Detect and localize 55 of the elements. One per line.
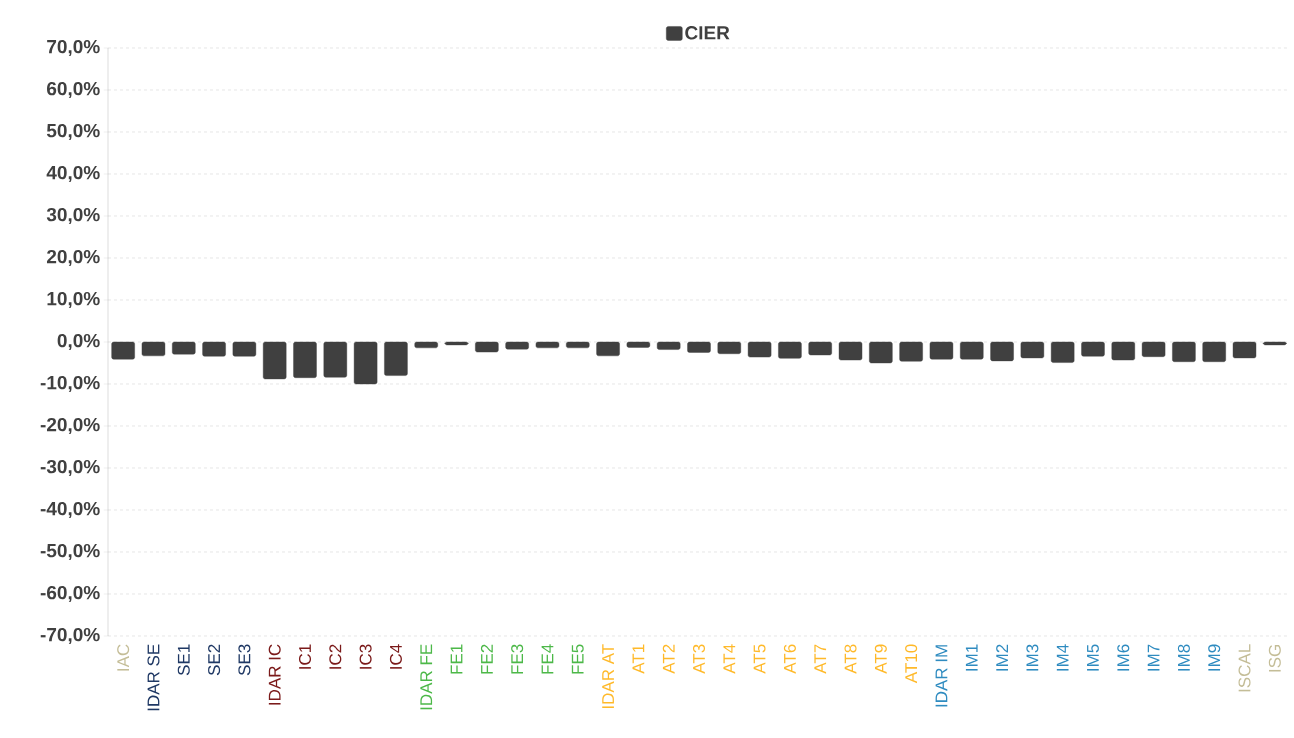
- y-tick-label: -70,0%: [40, 627, 100, 645]
- y-tick-label: -30,0%: [40, 459, 100, 477]
- y-tick-label: 60,0%: [47, 81, 100, 99]
- x-tick-label: IDAR IM: [935, 645, 948, 707]
- x-tick-label: AT5: [753, 644, 766, 674]
- x-tick-label: AT2: [662, 644, 675, 674]
- x-tick-label: FE2: [480, 644, 493, 674]
- x-tick-label: FE5: [571, 644, 584, 674]
- x-tick-label: AT6: [783, 644, 796, 674]
- x-tick-label: IDAR SE: [147, 644, 160, 711]
- y-tick-label: -40,0%: [40, 501, 100, 519]
- x-tick-label: IM8: [1177, 644, 1190, 671]
- y-tick-label: 70,0%: [47, 39, 100, 57]
- x-tick-label: AT8: [844, 644, 857, 674]
- y-tick-label: -50,0%: [40, 543, 100, 561]
- x-tick-label: IM4: [1056, 644, 1069, 671]
- y-tick-label: 10,0%: [47, 291, 100, 309]
- x-tick-label: SE3: [238, 644, 251, 676]
- x-tick-label: IM2: [996, 644, 1008, 671]
- x-tick-label: AT1: [632, 644, 645, 674]
- x-tick-label: IM7: [1147, 644, 1160, 671]
- x-tick-label: SE2: [208, 644, 221, 676]
- x-tick-label: IM1: [965, 644, 978, 671]
- x-tick-label: IM9: [1208, 644, 1221, 671]
- x-tick-label: AT7: [814, 644, 827, 674]
- legend-label: CIER: [685, 26, 730, 40]
- x-tick-label: ISCAL: [1238, 644, 1251, 692]
- x-tick-label: IC4: [389, 644, 402, 669]
- x-tick-label: IDAR AT: [602, 644, 614, 709]
- x-tick-label: IM6: [1117, 644, 1130, 671]
- x-tick-label: ISG: [1268, 645, 1281, 672]
- x-tick-label: FE1: [450, 644, 463, 674]
- x-tick-label: AT10: [905, 644, 918, 684]
- x-tick-label: IC3: [359, 644, 372, 669]
- x-tick-label: IM3: [1026, 644, 1039, 671]
- y-tick-label: -10,0%: [40, 375, 100, 393]
- x-tick-label: FE3: [511, 644, 524, 674]
- x-tick-label: IDAR FE: [420, 644, 433, 710]
- x-tick-label: AT3: [692, 644, 706, 674]
- y-tick-label: 20,0%: [46, 249, 100, 267]
- x-tick-label: IC2: [329, 644, 342, 669]
- y-tick-label: 0,0%: [57, 333, 100, 351]
- x-tick-label: SE1: [177, 644, 190, 676]
- x-tick-label: IAC: [117, 644, 130, 671]
- y-tick-label: -60,0%: [40, 585, 100, 603]
- x-tick-label: IC1: [298, 644, 312, 669]
- y-tick-label: 50,0%: [46, 123, 100, 141]
- x-tick-label: AT4: [723, 644, 736, 674]
- x-tick-label: IM5: [1087, 644, 1099, 671]
- y-tick-label: 30,0%: [46, 207, 100, 225]
- x-tick-label: IDAR IC: [268, 644, 281, 705]
- y-tick-label: -20,0%: [40, 417, 100, 435]
- x-tick-label: FE4: [541, 644, 554, 674]
- x-tick-label: AT9: [874, 644, 887, 674]
- y-tick-label: 40,0%: [46, 165, 100, 183]
